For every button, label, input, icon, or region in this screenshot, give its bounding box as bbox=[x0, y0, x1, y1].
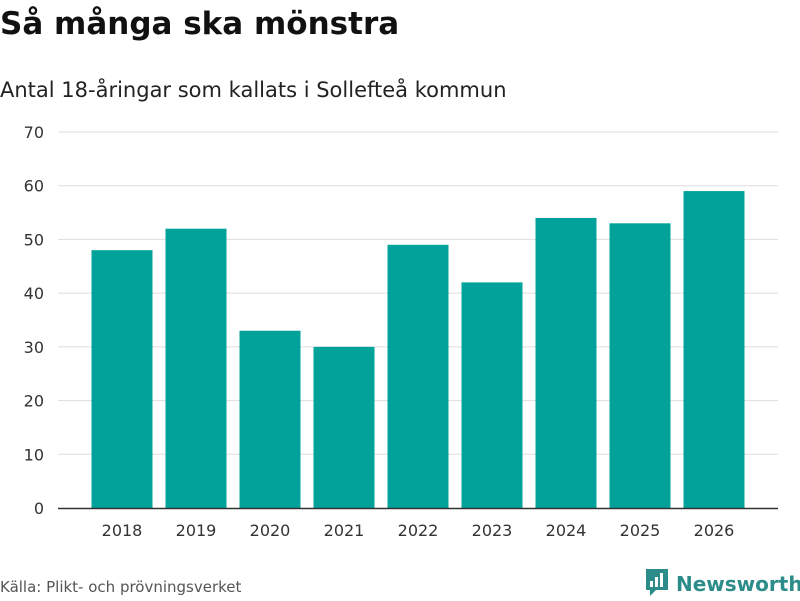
source-note: Källa: Plikt- och prövningsverket bbox=[0, 578, 242, 596]
y-tick-label: 0 bbox=[34, 499, 44, 518]
chart-subtitle: Antal 18-åringar som kallats i Sollefteå… bbox=[0, 78, 507, 102]
bars bbox=[91, 191, 745, 509]
brand-name: Newsworthy bbox=[676, 572, 800, 596]
bar-2022 bbox=[387, 244, 449, 509]
x-tick-label: 2024 bbox=[546, 521, 587, 540]
x-tick-label: 2018 bbox=[102, 521, 143, 540]
x-tick-label: 2019 bbox=[176, 521, 217, 540]
y-tick-label: 50 bbox=[24, 230, 44, 249]
x-tick-label: 2021 bbox=[324, 521, 365, 540]
y-tick-label: 10 bbox=[24, 445, 44, 464]
y-tick-label: 30 bbox=[24, 338, 44, 357]
axes: 0 10 20 30 40 50 60 70 2018 2019 2020 2021 2022 2023 2… bbox=[24, 123, 778, 540]
bar-2020 bbox=[239, 330, 301, 508]
bar-2024 bbox=[535, 217, 597, 508]
x-tick-label: 2025 bbox=[620, 521, 661, 540]
bar-2021 bbox=[313, 346, 375, 508]
x-tick-label: 2026 bbox=[694, 521, 735, 540]
x-tick-label: 2022 bbox=[398, 521, 439, 540]
bar-chart: 0 10 20 30 40 50 60 70 2018 2019 2020 2021 2022 2023 2… bbox=[24, 123, 778, 540]
brand-logo: Newsworthy bbox=[644, 568, 800, 600]
bar-2025 bbox=[609, 223, 671, 509]
y-tick-label: 20 bbox=[24, 392, 44, 411]
newsworthy-logo-icon bbox=[644, 567, 670, 601]
bar-2026 bbox=[683, 191, 745, 509]
bar-2023 bbox=[461, 282, 523, 508]
bar-2019 bbox=[165, 228, 227, 508]
chart-title: Så många ska mönstra bbox=[0, 6, 400, 42]
y-tick-label: 70 bbox=[24, 123, 44, 142]
bar-2018 bbox=[91, 250, 153, 508]
y-tick-label: 40 bbox=[24, 284, 44, 303]
x-tick-label: 2020 bbox=[250, 521, 291, 540]
y-tick-label: 60 bbox=[24, 177, 44, 196]
x-tick-label: 2023 bbox=[472, 521, 513, 540]
